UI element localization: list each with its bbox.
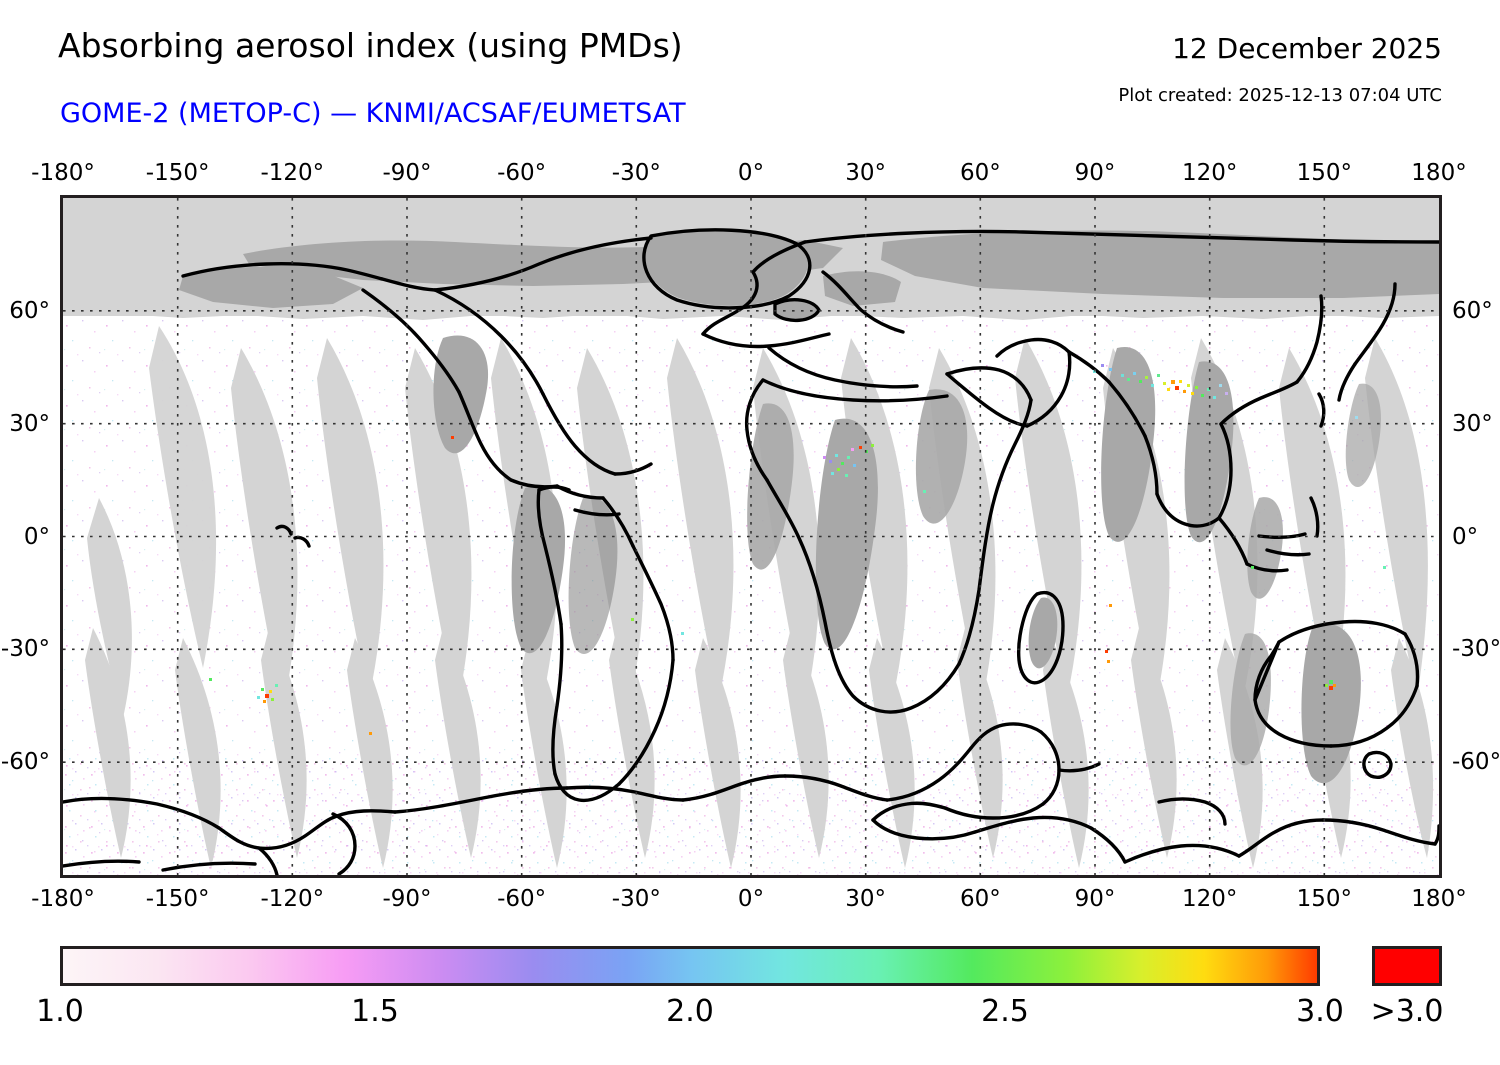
signal-australia: [1325, 680, 1336, 690]
lon-tick-top-10: 120°: [1181, 160, 1238, 186]
lon-tick-bottom-9: 90°: [1074, 886, 1116, 912]
lon-tick-bottom-4: -60°: [497, 886, 547, 912]
lon-tick-top-11: 150°: [1296, 160, 1353, 186]
lat-tick-left-2: 0°: [23, 523, 50, 550]
colorbar-gradient: [60, 946, 1320, 986]
colorbar-overflow-swatch: [1372, 946, 1442, 986]
colorbar-overflow-label: >3.0: [1370, 994, 1444, 1029]
lon-tick-top-1: -150°: [145, 160, 210, 186]
signal-indian-ocean: [1105, 604, 1112, 663]
lon-tick-top-8: 60°: [959, 160, 1001, 186]
map-frame: [60, 195, 1442, 878]
lat-tick-left-4: -60°: [0, 749, 50, 776]
lat-tick-right-2: 0°: [1452, 523, 1479, 550]
signal-south-pacific: [257, 684, 278, 703]
observation-date: 12 December 2025: [1172, 32, 1442, 65]
lon-tick-bottom-0: -180°: [31, 886, 95, 912]
map-canvas: [63, 198, 1439, 875]
lon-tick-top-2: -120°: [260, 160, 325, 186]
coastlines: [63, 228, 1439, 875]
world-map-svg: [63, 198, 1439, 875]
map-area: [60, 195, 1442, 878]
lon-tick-bottom-3: -90°: [382, 886, 432, 912]
instrument-subtitle: GOME-2 (METOP-C) — KNMI/ACSAF/EUMETSAT: [60, 98, 686, 129]
lon-tick-bottom-12: 180°: [1411, 886, 1467, 912]
lon-tick-bottom-5: -30°: [611, 886, 661, 912]
signal-scattered: [209, 416, 1386, 735]
colorbar-tick-0: 1.0: [36, 994, 84, 1029]
lon-tick-top-12: 180°: [1411, 160, 1467, 186]
lat-tick-right-4: -60°: [1452, 749, 1500, 776]
lon-tick-bottom-1: -150°: [145, 886, 210, 912]
lat-tick-left-3: -30°: [0, 636, 50, 663]
plot-created-timestamp: Plot created: 2025-12-13 07:04 UTC: [1118, 85, 1442, 106]
lat-tick-right-0: 60°: [1452, 297, 1493, 324]
lon-tick-bottom-2: -120°: [260, 886, 325, 912]
lon-tick-top-5: -30°: [611, 160, 661, 186]
lon-tick-bottom-10: 120°: [1181, 886, 1238, 912]
lon-tick-top-4: -60°: [497, 160, 547, 186]
colorbar-tick-3: 2.5: [981, 994, 1029, 1029]
page-title: Absorbing aerosol index (using PMDs): [58, 26, 683, 65]
lon-tick-top-0: -180°: [31, 160, 95, 186]
colorbar-tick-4: 3.0: [1296, 994, 1344, 1029]
lat-tick-left-0: 60°: [9, 297, 50, 324]
colorbar-tick-2: 2.0: [666, 994, 714, 1029]
lat-tick-right-1: 30°: [1452, 410, 1493, 437]
land-group: [179, 229, 1439, 784]
lon-tick-bottom-11: 150°: [1296, 886, 1353, 912]
colorbar-tick-1: 1.5: [351, 994, 399, 1029]
lat-tick-right-3: -30°: [1452, 636, 1500, 663]
lon-tick-bottom-8: 60°: [959, 886, 1001, 912]
lon-tick-top-6: 0°: [737, 160, 765, 186]
lon-tick-top-9: 90°: [1074, 160, 1116, 186]
lon-tick-bottom-7: 30°: [845, 886, 887, 912]
lon-tick-top-7: 30°: [845, 160, 887, 186]
lat-tick-left-1: 30°: [9, 410, 50, 437]
lon-tick-bottom-6: 0°: [737, 886, 765, 912]
lon-tick-top-3: -90°: [382, 160, 432, 186]
